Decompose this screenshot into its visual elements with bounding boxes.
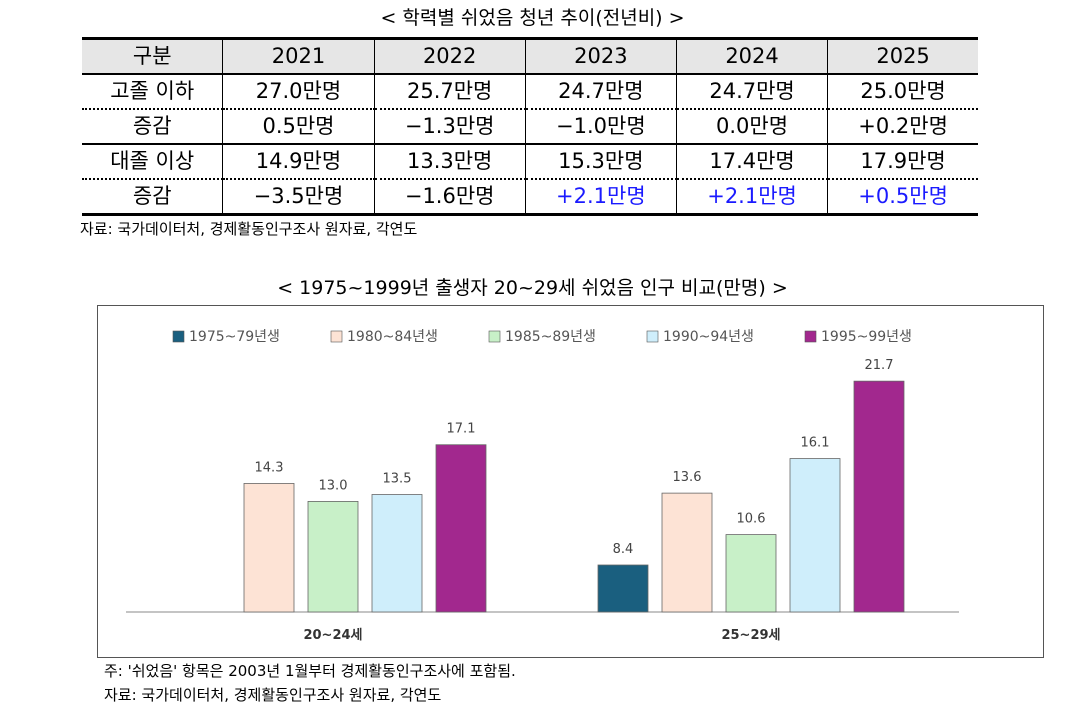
x-tick-label: 20~24세 bbox=[303, 628, 362, 643]
legend-swatch bbox=[172, 330, 185, 343]
table: 구분 2021 2022 2023 2024 2025 고졸 이하 27.0만명 25.7만명… bbox=[82, 37, 978, 216]
cell: −3.5만명 bbox=[222, 178, 375, 215]
legend-swatch bbox=[488, 330, 501, 343]
note: 주: '쉬었음' 항목은 2003년 1월부터 경제활동인구조사에 포함됨. bbox=[104, 662, 516, 680]
cell: 고졸 이하 bbox=[110, 79, 195, 103]
table-title: < 학력별 쉬었음 청년 추이(전년비) > bbox=[380, 7, 685, 29]
cell: 24.7만명 bbox=[524, 74, 677, 109]
chart: 1975~79년생 1980~84년생 1985~89년생 1990~94년생 1995… bbox=[97, 305, 1044, 658]
bar bbox=[435, 444, 487, 613]
cell: 17.9만명 bbox=[827, 143, 978, 179]
x-tick-label: 25~29세 bbox=[721, 628, 780, 643]
legend-swatch bbox=[804, 330, 817, 343]
cell: 15.3만명 bbox=[524, 143, 677, 179]
value-label: 21.7 bbox=[865, 358, 894, 373]
header-cell: 2021 bbox=[222, 38, 375, 75]
cell: 대졸 이상 bbox=[82, 143, 223, 179]
bar bbox=[371, 494, 423, 613]
value-label: 16.1 bbox=[801, 436, 830, 451]
header-cell: 2023 bbox=[524, 38, 677, 75]
bar bbox=[243, 483, 295, 613]
legend-label: 1985~89년생 bbox=[505, 329, 596, 345]
cell: +2.1만명 bbox=[675, 178, 828, 215]
value-label: 8.4 bbox=[613, 542, 634, 557]
legend-label: 1975~79년생 bbox=[189, 329, 280, 345]
value-label: 13.6 bbox=[673, 470, 702, 485]
cell: 13.3만명 bbox=[373, 143, 526, 179]
legend-swatch bbox=[646, 330, 659, 343]
value-label: 13.5 bbox=[383, 472, 412, 487]
cell: 0.0만명 bbox=[675, 108, 828, 144]
cell: −1.3만명 bbox=[373, 108, 526, 144]
cell: +0.5만명 bbox=[827, 178, 978, 215]
cell: 25.7만명 bbox=[373, 74, 526, 109]
value-label: 17.1 bbox=[447, 422, 476, 437]
cell: 25.0만명 bbox=[827, 74, 978, 109]
cell: 14.9만명 bbox=[222, 143, 375, 179]
value-label: 13.0 bbox=[319, 478, 348, 493]
cell: 0.5만명 bbox=[222, 108, 375, 144]
source: 자료: 국가데이터처, 경제활동인구조사 원자료, 각연도 bbox=[80, 220, 418, 238]
cell: 증감 bbox=[82, 178, 223, 215]
bar bbox=[307, 501, 359, 613]
cell: 증감 bbox=[82, 108, 223, 144]
bar bbox=[597, 564, 649, 613]
bar bbox=[661, 492, 713, 613]
cell: 24.7만명 bbox=[675, 74, 828, 109]
header-cell: 2025 bbox=[827, 38, 978, 75]
bar bbox=[789, 458, 841, 613]
value-label: 14.3 bbox=[255, 460, 284, 475]
bar bbox=[725, 534, 777, 613]
note: 자료: 국가데이터처, 경제활동인구조사 원자료, 각연도 bbox=[104, 686, 442, 704]
legend-label: 1990~94년생 bbox=[663, 329, 754, 345]
legend-label: 1995~99년생 bbox=[821, 329, 912, 345]
legend-label: 1980~84년생 bbox=[347, 329, 438, 345]
cell: +2.1만명 bbox=[524, 178, 677, 215]
cell: 27.0만명 bbox=[222, 74, 375, 109]
cell: −1.6만명 bbox=[373, 178, 526, 215]
legend-swatch bbox=[330, 330, 343, 343]
header-cell: 2022 bbox=[373, 38, 526, 75]
header-cell: 구분 bbox=[82, 38, 223, 75]
cell: +0.2만명 bbox=[827, 108, 978, 144]
bar bbox=[853, 380, 905, 613]
value-label: 10.6 bbox=[737, 512, 766, 527]
cell: −1.0만명 bbox=[524, 108, 677, 144]
cell: 17.4만명 bbox=[675, 143, 828, 179]
chart-title: < 1975~1999년 출생자 20~29세 쉬었음 인구 비교(만명) > bbox=[277, 277, 788, 299]
header-cell: 2024 bbox=[675, 38, 828, 75]
